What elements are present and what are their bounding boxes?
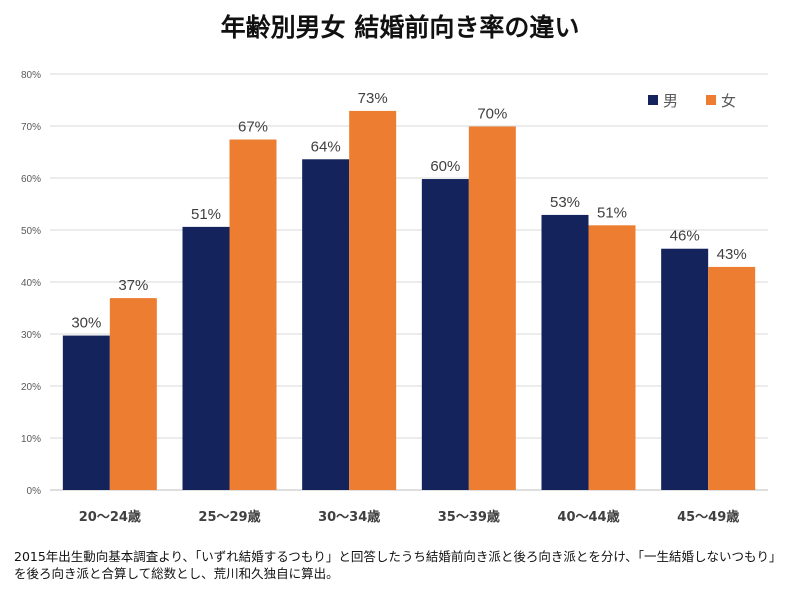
y-tick-label: 10% (21, 434, 41, 445)
bar-male (182, 226, 230, 490)
legend-swatch-female (706, 95, 716, 105)
legend-swatch-male (648, 95, 658, 105)
y-tick-label: 40% (21, 278, 41, 289)
data-label-female: 67% (238, 119, 268, 136)
data-label-male: 30% (71, 315, 101, 332)
x-axis-ticks: 20～24歳 25～29歳 30～34歳 35～39歳 40～44歳 45～49歳 (79, 509, 740, 525)
bar-male (421, 179, 469, 491)
y-tick-label: 30% (21, 330, 41, 341)
x-tick-label: 40～44歳 (557, 509, 619, 525)
bar-female (349, 110, 397, 491)
y-tick-label: 20% (21, 382, 41, 393)
y-axis-ticks: 0% 10% 20% 30% 40% 50% 60% 70% 80% (21, 70, 41, 497)
data-label-male: 64% (311, 138, 341, 155)
data-label-male: 46% (670, 228, 700, 245)
data-label-male: 53% (550, 194, 580, 211)
gridlines (50, 73, 768, 491)
x-tick-label: 35～39歳 (438, 509, 500, 525)
bar-male (661, 248, 709, 490)
data-labels: 30% 37% 51% 67% 64% 73% 60% 70% 53% 51% 46% 43% (71, 90, 746, 332)
x-tick-label: 30～34歳 (318, 509, 380, 525)
y-tick-label: 70% (21, 122, 41, 133)
bar-male (302, 159, 350, 490)
bar-female (109, 298, 157, 490)
data-label-female: 37% (118, 277, 148, 294)
bar-female (588, 225, 636, 490)
data-label-female: 70% (477, 106, 507, 123)
chart-title: 年齢別男女 結婚前向き率の違い (220, 13, 580, 42)
x-tick-label: 45～49歳 (677, 509, 739, 525)
data-label-female: 43% (717, 246, 747, 263)
y-tick-label: 60% (21, 174, 41, 185)
y-tick-label: 80% (21, 70, 41, 81)
legend: 男女 (648, 92, 736, 110)
bar-male (541, 214, 589, 491)
data-label-male: 51% (191, 206, 221, 223)
bar-male (62, 335, 110, 490)
footnote: 2015年出生動向基本調査より、「いずれ結婚するつもり」と回答したうち結婚前向き… (14, 549, 782, 581)
x-tick-label: 25～29歳 (198, 509, 260, 525)
data-label-male: 60% (430, 158, 460, 175)
bar-female (229, 139, 277, 490)
bar-female (708, 266, 756, 490)
data-label-female: 73% (358, 90, 388, 107)
bar-female (468, 126, 516, 491)
y-tick-label: 0% (27, 486, 42, 497)
legend-label-male: 男 (663, 92, 678, 110)
y-tick-label: 50% (21, 226, 41, 237)
data-label-female: 51% (597, 204, 627, 221)
bars (62, 110, 756, 491)
legend-label-female: 女 (721, 92, 736, 110)
x-tick-label: 20～24歳 (79, 509, 141, 525)
